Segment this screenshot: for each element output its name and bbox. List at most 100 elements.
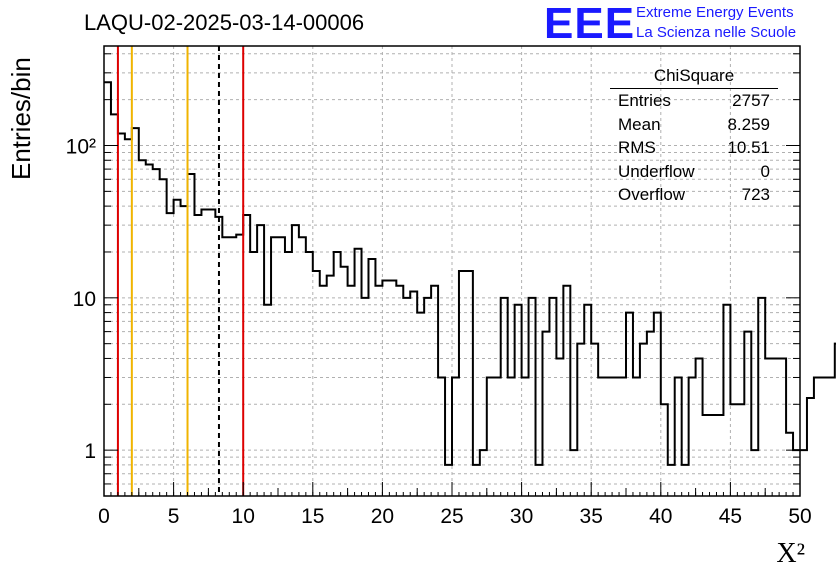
histogram-bin [362, 298, 369, 496]
stats-label: Overflow [618, 185, 686, 204]
stats-label: Entries [618, 91, 671, 110]
histogram-bin [424, 298, 431, 496]
histogram-bin [229, 237, 236, 496]
x-tick-label: 25 [440, 505, 463, 528]
histogram-bin [786, 433, 793, 496]
eee-logo: EEE [544, 0, 636, 48]
histogram-bin [271, 237, 278, 496]
histogram-bin [542, 332, 549, 496]
histogram-bin [689, 377, 696, 496]
stats-value: 2757 [732, 91, 770, 110]
histogram-bin [591, 344, 598, 496]
x-tick-label: 15 [301, 505, 324, 528]
x-axis-label: X² [776, 538, 805, 569]
histogram-bin [327, 276, 334, 496]
histogram-bin [382, 280, 389, 496]
histogram-bin [348, 286, 355, 496]
histogram-bin [208, 210, 215, 496]
histogram-bin [536, 465, 543, 496]
histogram-bin [139, 160, 146, 496]
histogram-bin [396, 286, 403, 496]
histogram-bin [257, 225, 264, 496]
histogram-bin [494, 377, 501, 496]
histogram-bin [355, 249, 362, 496]
histogram-bin [201, 210, 208, 496]
histogram-bin [194, 215, 201, 496]
histogram-bin [765, 358, 772, 496]
histogram-bin [188, 174, 195, 496]
reference-lines [116, 46, 245, 496]
histogram-bin [153, 169, 160, 496]
y-tick-label: 1 [84, 440, 96, 463]
histogram-bin [640, 344, 647, 496]
stats-box: ChiSquare Entries 2757 Mean 8.259 RMS 10.51… [610, 66, 778, 207]
histogram-bin [570, 450, 577, 496]
histogram-bin [661, 404, 668, 496]
y-tick-label: 10² [66, 135, 96, 158]
histogram-bin [236, 235, 243, 496]
histogram-bin [146, 165, 153, 496]
histogram-bin [633, 377, 640, 496]
histogram-bin [473, 465, 480, 496]
stats-row-underflow: Underflow 0 [610, 160, 778, 184]
histogram-bin [800, 450, 807, 496]
stats-value: 10.51 [727, 138, 770, 157]
stats-label: Mean [618, 114, 661, 134]
histogram-bin [264, 305, 271, 496]
x-tick-label: 30 [510, 505, 533, 528]
histogram-bin [410, 292, 417, 496]
histogram-bin [111, 114, 118, 496]
histogram-bin [744, 332, 751, 496]
histogram-bin [515, 305, 522, 496]
stats-label: Underflow [618, 161, 695, 181]
x-tick-label: 10 [232, 505, 255, 528]
histogram-bin [438, 377, 445, 496]
histogram-bin [751, 450, 758, 496]
histogram-bin [807, 398, 814, 496]
histogram-bin [549, 298, 556, 496]
histogram-bin [612, 377, 619, 496]
histogram-bin [403, 298, 410, 496]
y-axis-label: Entries/bin [6, 57, 36, 180]
histogram-bin [723, 305, 730, 496]
histogram-bin [821, 377, 828, 496]
histogram-bin [598, 377, 605, 496]
histogram-bin [647, 332, 654, 496]
y-tick-label: 10 [73, 288, 96, 311]
histogram-outline [104, 81, 836, 466]
histogram-bin [174, 200, 181, 496]
stats-row-entries: Entries 2757 [610, 89, 778, 113]
chart-title: LAQU-02-2025-03-14-00006 [84, 10, 365, 35]
histogram-bin [181, 206, 188, 496]
histogram-bin [619, 377, 626, 496]
histogram-bin [480, 450, 487, 496]
histogram-bin [563, 286, 570, 496]
histogram-bin [779, 358, 786, 496]
histogram-bin [716, 415, 723, 496]
histogram-bin [675, 377, 682, 496]
x-tick-label: 45 [719, 505, 742, 528]
histogram-bin [522, 377, 529, 496]
logo-line-1: Extreme Energy Events [636, 4, 794, 21]
histogram-bin [529, 298, 536, 496]
histogram-bin [278, 237, 285, 496]
histogram-bin [654, 313, 661, 496]
histogram-bin [306, 252, 313, 496]
stats-value: 0 [760, 161, 770, 181]
x-tick-label: 20 [371, 505, 394, 528]
histogram-bin [696, 358, 703, 496]
histogram-bin [605, 377, 612, 496]
histogram-bin [508, 377, 515, 496]
histogram-bin [452, 377, 459, 496]
stats-row-overflow: Overflow 723 [610, 183, 778, 207]
histogram-bin [737, 404, 744, 496]
histogram-bins [104, 81, 836, 496]
histogram-bin [501, 298, 508, 496]
histogram-bin [285, 252, 292, 496]
histogram-bin [250, 252, 257, 496]
histogram-bin [431, 286, 438, 496]
histogram-bin [313, 271, 320, 496]
histogram-bin [125, 139, 132, 496]
histogram-bin [167, 213, 174, 496]
